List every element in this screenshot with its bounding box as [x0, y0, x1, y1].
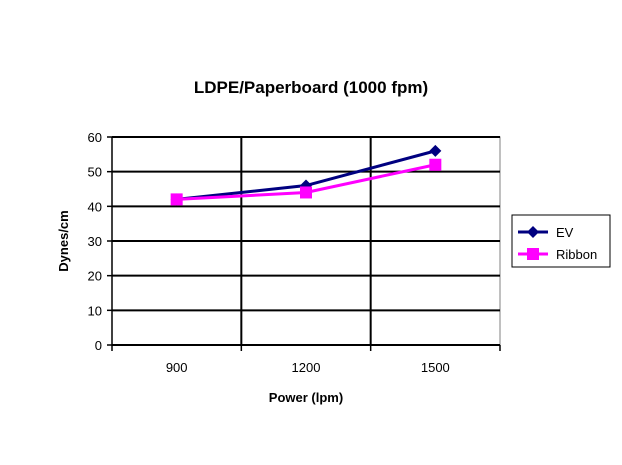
y-tick-label: 0: [95, 338, 102, 353]
legend-ev-marker: [527, 226, 539, 238]
ribbon-data-point: [170, 193, 183, 206]
y-axis-label: Dynes/cm: [56, 210, 71, 271]
legend-ev-label: EV: [556, 225, 574, 240]
y-tick-label: 60: [88, 130, 102, 145]
y-tick-label: 40: [88, 199, 102, 214]
y-tick-label: 50: [88, 165, 102, 180]
x-axis-ticks: 900 1200 1500: [111, 345, 501, 375]
grid: [111, 136, 501, 346]
ev-data-point: [429, 144, 442, 157]
x-tick-label: 900: [166, 360, 188, 375]
ribbon-data-point: [300, 186, 312, 199]
y-axis-ticks: 0 10 20 30 40 50 60: [88, 130, 112, 353]
x-tick-label: 1200: [292, 360, 321, 375]
y-tick-label: 30: [88, 234, 102, 249]
series-group: [170, 144, 442, 206]
x-tick-label: 1500: [421, 360, 450, 375]
y-tick-label: 10: [88, 303, 102, 318]
legend-ribbon-label: Ribbon: [556, 247, 597, 262]
x-axis-label: Power (lpm): [269, 390, 343, 405]
chart-title: LDPE/Paperboard (1000 fpm): [194, 78, 428, 97]
legend-ribbon-marker: [527, 248, 539, 260]
legend: EV Ribbon: [511, 214, 611, 268]
ribbon-data-point: [429, 158, 442, 171]
y-tick-label: 20: [88, 269, 102, 284]
